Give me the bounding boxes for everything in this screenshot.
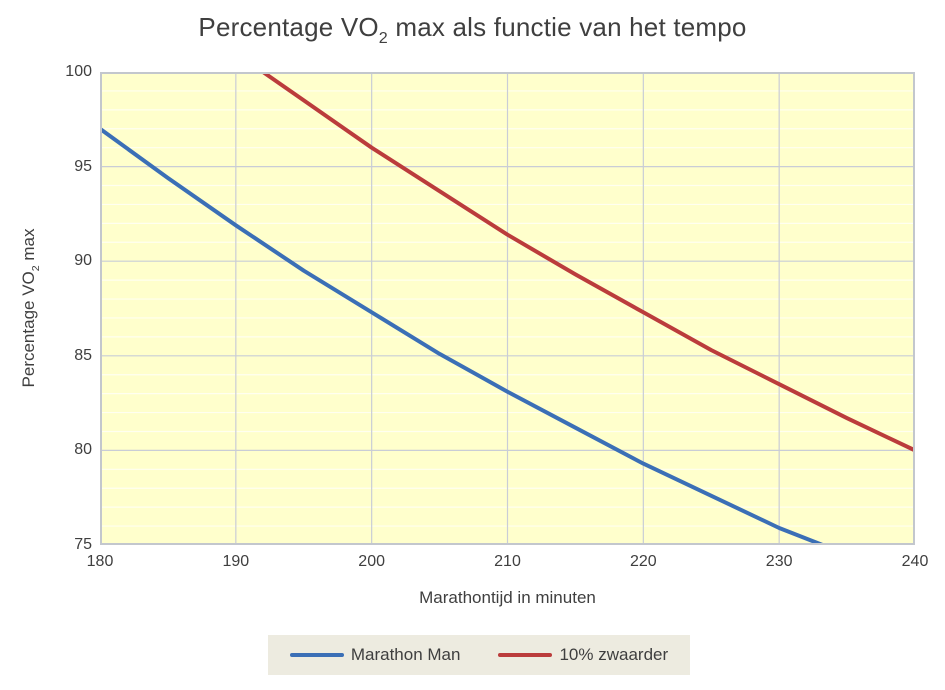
chart-title-suffix: max als functie van het tempo bbox=[387, 12, 747, 42]
legend-line-swatch-blue bbox=[289, 653, 344, 657]
plot-area bbox=[100, 72, 915, 545]
legend-label-10pct-zwaarder: 10% zwaarder bbox=[559, 645, 669, 664]
chart-title-prefix: Percentage VO bbox=[198, 12, 379, 42]
x-tick-label: 180 bbox=[86, 553, 114, 570]
y-tick-label: 100 bbox=[65, 63, 92, 80]
series-line-marathon-man bbox=[100, 126, 825, 545]
chart-title-subscript: 2 bbox=[378, 29, 388, 48]
y-axis-title-prefix: Percentage VO bbox=[18, 271, 38, 388]
chart-title: Percentage VO2 max als functie van het t… bbox=[0, 12, 945, 47]
x-tick-label: 190 bbox=[222, 553, 250, 570]
y-tick-label: 80 bbox=[74, 441, 92, 459]
legend-line-swatch-red bbox=[498, 653, 553, 657]
legend-label-marathon-man: Marathon Man bbox=[350, 645, 461, 664]
x-axis-title: Marathontijd in minuten bbox=[419, 588, 596, 607]
y-axis-title: Percentage VO2 max bbox=[18, 228, 42, 388]
plot-border bbox=[100, 72, 915, 545]
x-tick-label: 240 bbox=[901, 553, 929, 570]
y-tick-label: 90 bbox=[74, 252, 92, 270]
x-tick-label: 210 bbox=[494, 553, 521, 570]
y-tick-label: 85 bbox=[74, 346, 92, 364]
legend-item-marathon-man: Marathon Man bbox=[289, 645, 461, 665]
y-tick-label: 75 bbox=[74, 536, 92, 553]
legend: Marathon Man 10% zwaarder bbox=[268, 635, 690, 675]
y-tick-label: 95 bbox=[74, 157, 92, 175]
y-axis-title-suffix: max bbox=[18, 228, 38, 266]
x-tick-label: 230 bbox=[765, 553, 793, 570]
series-line-10-zwaarder bbox=[261, 72, 915, 453]
x-tick-label: 200 bbox=[358, 553, 385, 570]
chart-canvas bbox=[100, 72, 915, 545]
x-tick-label: 220 bbox=[629, 553, 657, 570]
legend-item-10pct-zwaarder: 10% zwaarder bbox=[498, 645, 668, 665]
